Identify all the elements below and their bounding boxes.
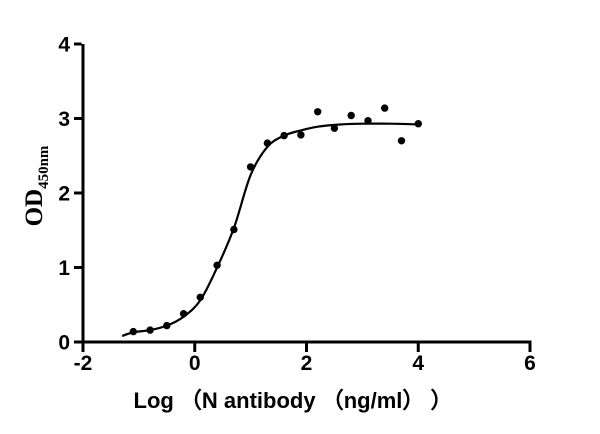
y-tick-label: 0 xyxy=(58,332,70,355)
y-tick-label: 1 xyxy=(58,257,70,280)
data-point xyxy=(347,111,355,120)
data-point xyxy=(163,321,171,330)
y-axis-title-subscript: 450nm xyxy=(36,145,52,189)
y-axis-title: OD450nm xyxy=(21,146,53,227)
data-point xyxy=(263,139,272,147)
data-point xyxy=(381,104,389,112)
data-point xyxy=(330,124,339,132)
y-tick-label: 2 xyxy=(58,183,70,206)
x-axis-title: Log （N antibody （ng/ml） ） xyxy=(133,388,453,413)
x-tick-label: 4 xyxy=(412,352,424,375)
data-point xyxy=(414,120,422,128)
data-point xyxy=(196,293,204,301)
x-tick-label: 2 xyxy=(301,352,313,375)
y-tick-label: 3 xyxy=(58,108,70,131)
x-tick-label: 6 xyxy=(524,352,536,375)
data-point xyxy=(129,327,137,336)
data-point xyxy=(246,163,255,171)
data-point xyxy=(314,108,322,116)
data-point xyxy=(146,326,154,334)
data-point xyxy=(230,225,238,234)
data-point xyxy=(364,117,372,125)
data-point xyxy=(397,137,406,145)
x-tick-label: 0 xyxy=(189,352,201,375)
data-point xyxy=(213,261,221,269)
fit-curve xyxy=(121,122,419,338)
data-point xyxy=(280,131,288,140)
x-tick-label: -2 xyxy=(74,352,93,375)
y-tick-label: 4 xyxy=(58,34,70,57)
y-axis-title-main: OD xyxy=(21,188,48,227)
data-point xyxy=(179,310,188,318)
data-point xyxy=(297,131,305,139)
